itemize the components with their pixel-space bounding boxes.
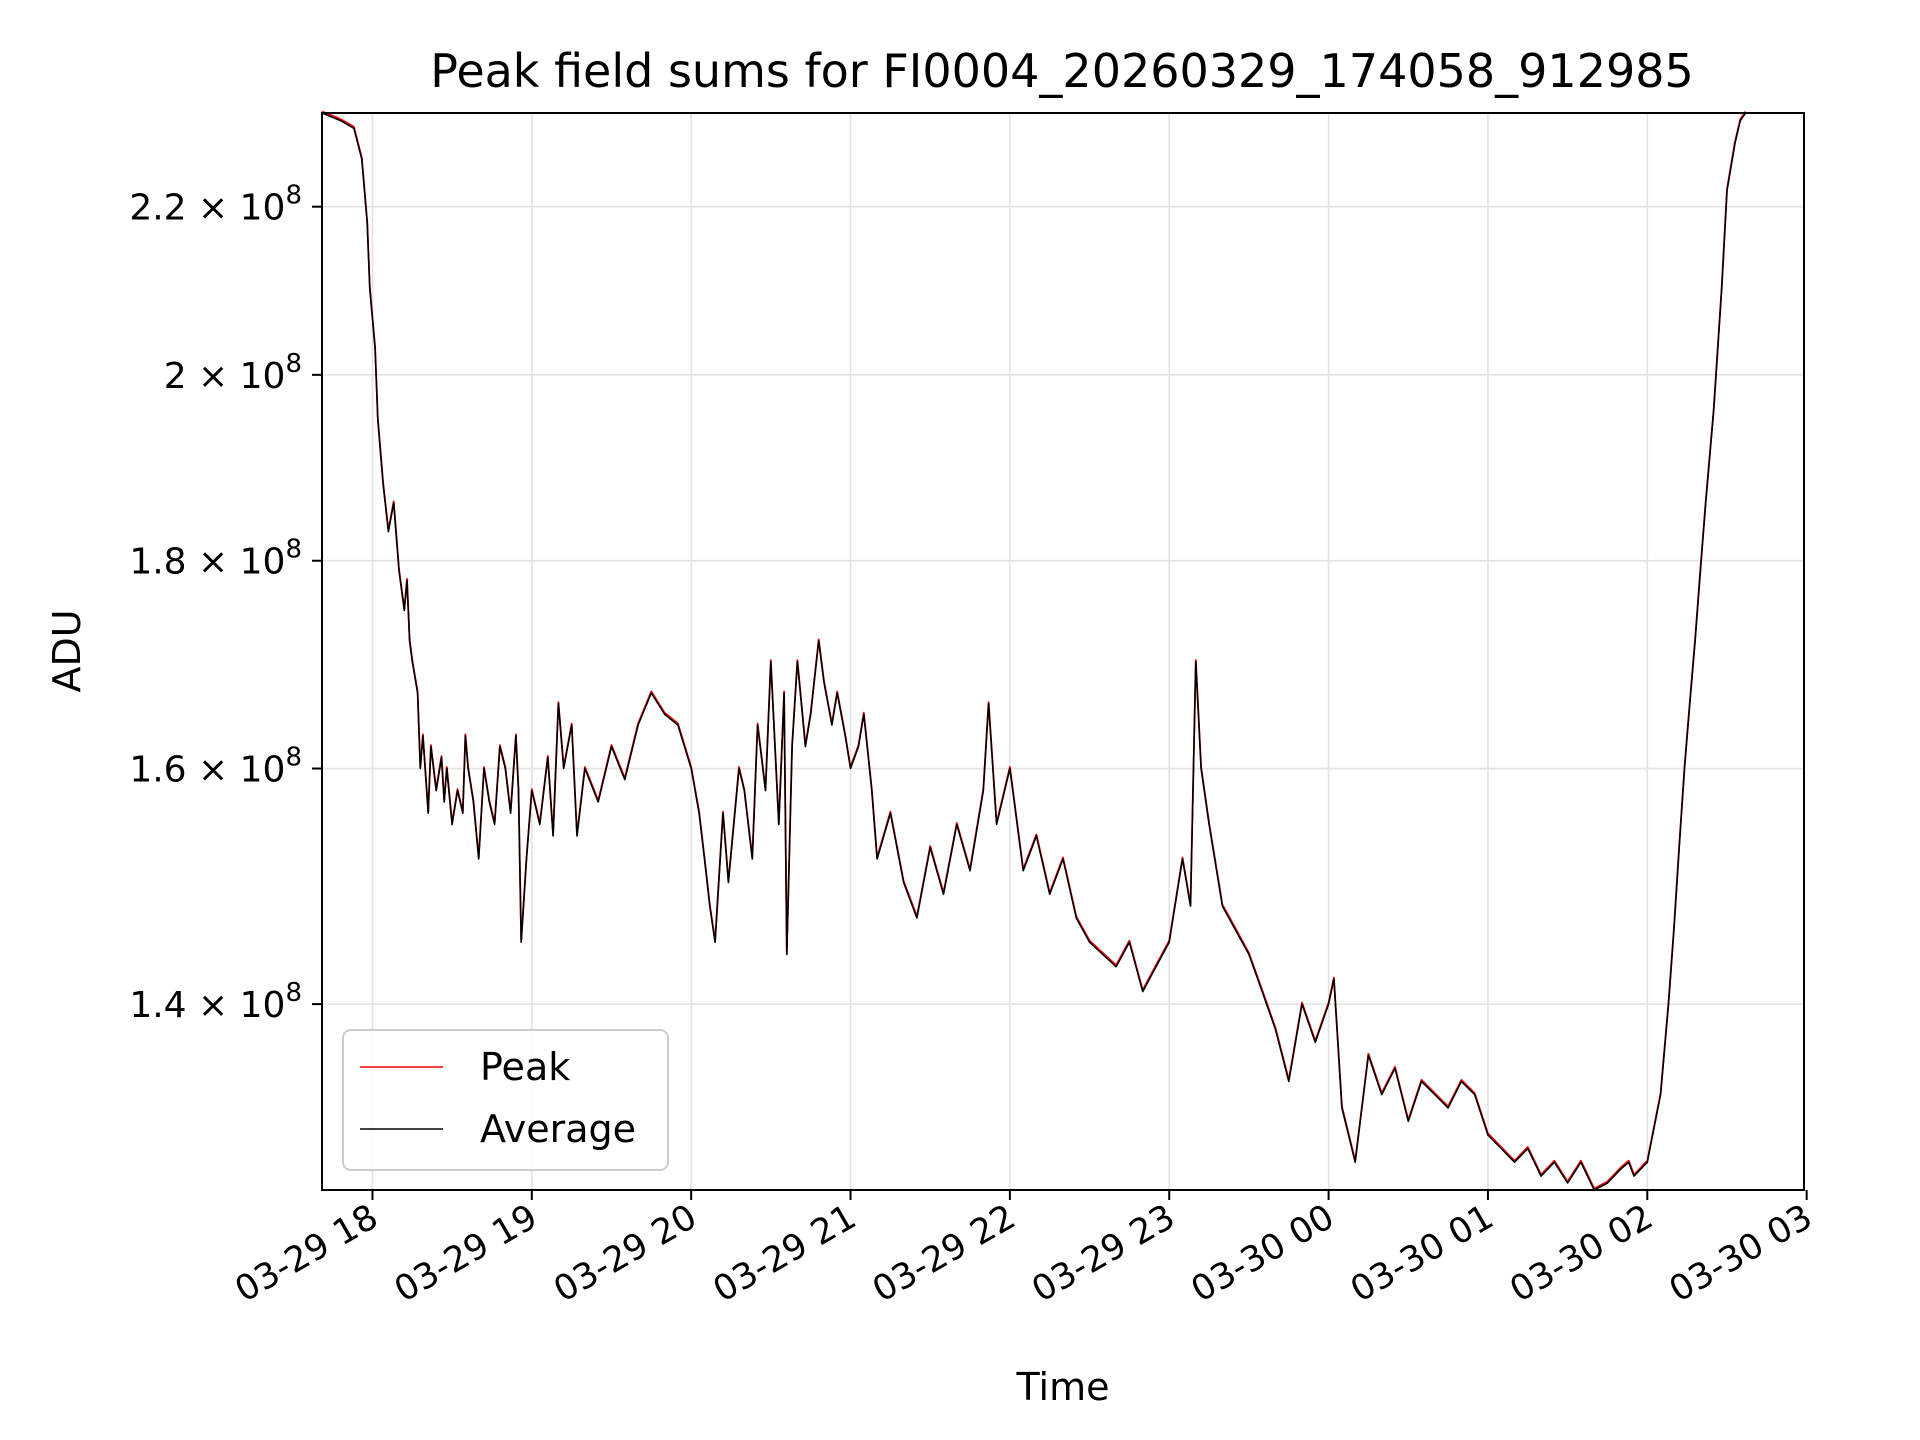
y-tick-label: 1.8 × 108: [129, 535, 302, 583]
legend-label-average: Average: [480, 1107, 636, 1151]
y-tick-label: 1.4 × 108: [129, 978, 302, 1026]
legend-label-peak: Peak: [480, 1045, 570, 1089]
y-axis-label: ADU: [45, 609, 89, 692]
y-tick-label: 1.6 × 108: [129, 743, 302, 791]
legend: Peak Average: [342, 1029, 669, 1171]
series-layer: [321, 110, 1747, 1191]
chart-title: Peak field sums for FI0004_20260329_1740…: [430, 44, 1694, 98]
y-tick-label: 2 × 108: [164, 349, 302, 397]
plot-frame: [321, 112, 1805, 1191]
grid: [322, 113, 1804, 1190]
legend-box: [342, 1029, 669, 1171]
y-tick-label: 2.2 × 108: [129, 181, 302, 229]
y-axis: 1.4 × 108 1.6 × 108 1.8 × 108 2 × 108 2.2 × …: [129, 181, 322, 1026]
x-axis-label: Time: [1016, 1365, 1110, 1409]
series-line-average: [321, 112, 1747, 1191]
